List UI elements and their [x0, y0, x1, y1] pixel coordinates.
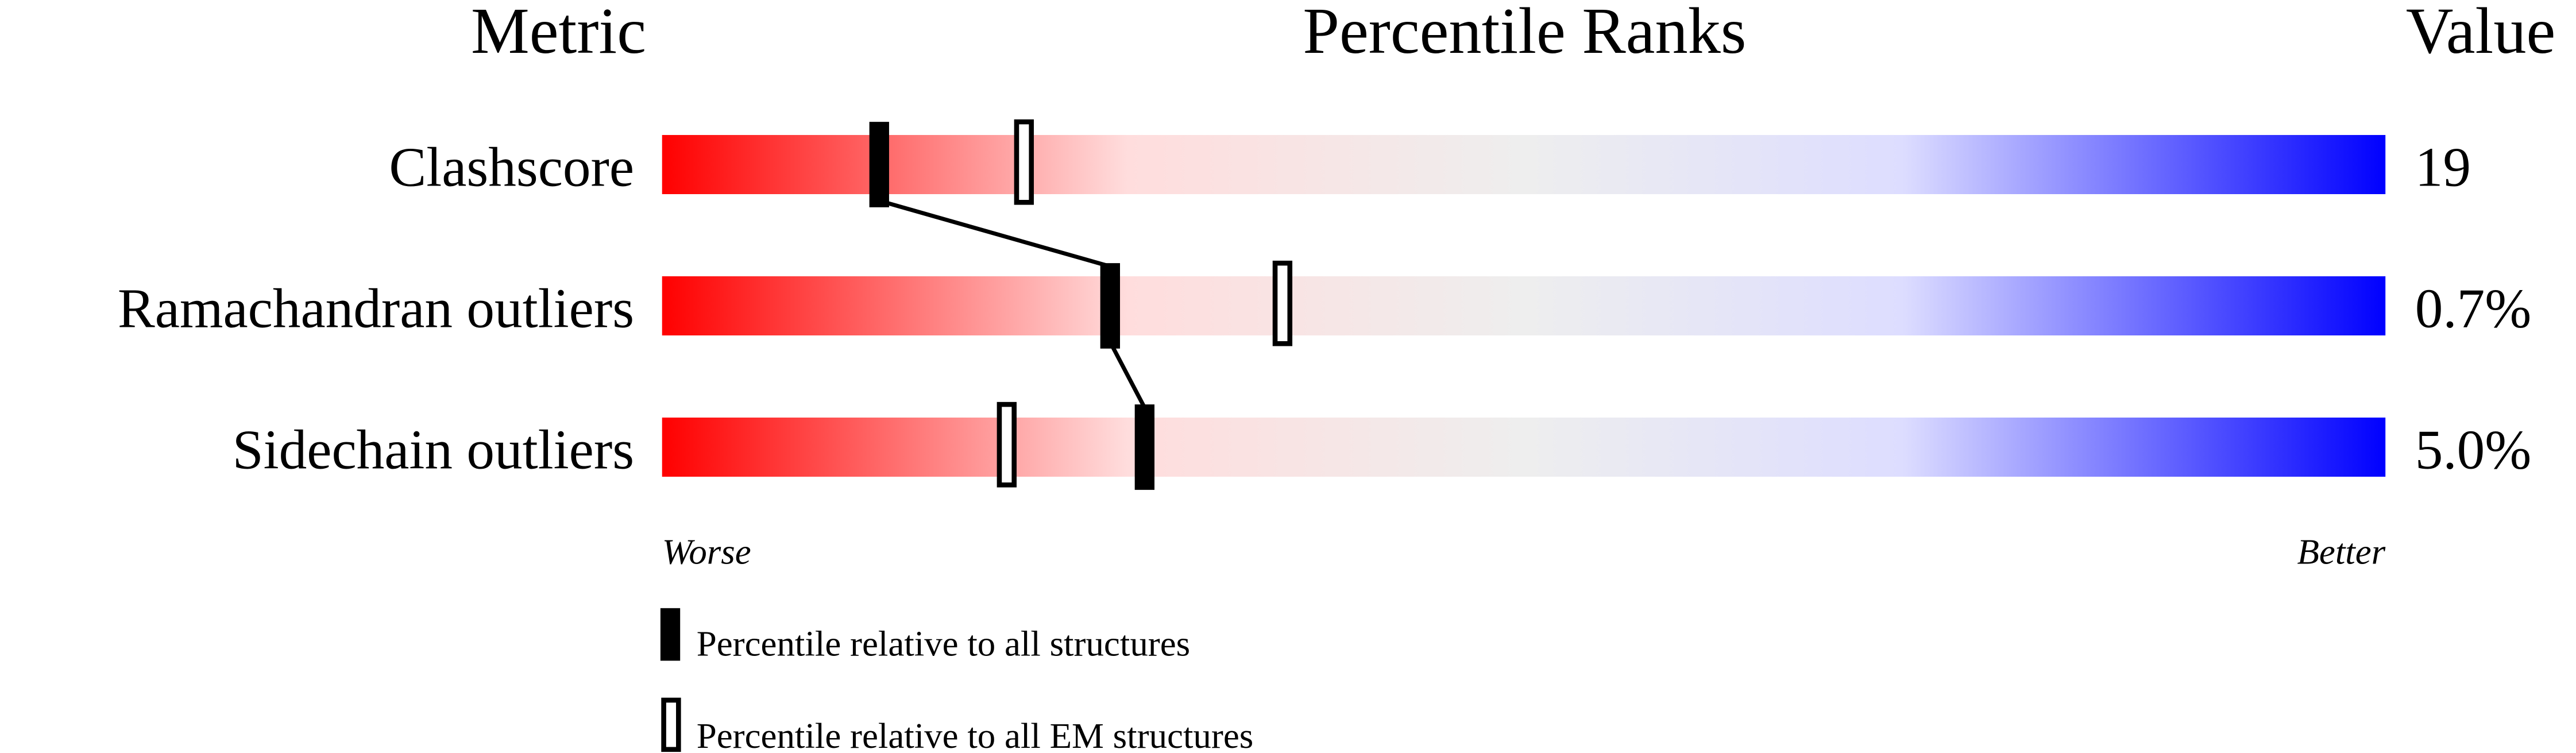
all-percentile-marker	[1100, 263, 1121, 349]
percentile-connector-line	[1108, 341, 1147, 409]
metric-label: Clashscore	[389, 137, 634, 199]
all-percentile-marker	[1134, 404, 1155, 490]
legend-label-em: Percentile relative to all EM structures	[697, 716, 1253, 753]
axis-label-better: Better	[2297, 532, 2385, 572]
em-percentile-marker	[1014, 119, 1034, 205]
header-percentile-ranks: Percentile Ranks	[1303, 0, 1746, 67]
metric-label: Ramachandran outliers	[118, 278, 634, 340]
percentile-bar	[662, 418, 2386, 477]
metric-value: 19	[2415, 137, 2471, 199]
legend-marker-open	[661, 697, 681, 752]
metric-value: 5.0%	[2415, 419, 2532, 481]
percentile-bar	[662, 276, 2386, 335]
em-percentile-marker	[1272, 260, 1293, 346]
percentile-connector-line	[878, 199, 1111, 269]
legend-marker-filled	[660, 608, 681, 661]
all-percentile-marker	[869, 122, 889, 207]
em-percentile-marker	[997, 401, 1017, 488]
header-metric: Metric	[471, 0, 646, 67]
header-value: Value	[2406, 0, 2556, 67]
metric-value: 0.7%	[2415, 278, 2532, 340]
legend-label-all: Percentile relative to all structures	[697, 624, 1190, 664]
metric-label: Sidechain outliers	[233, 419, 635, 481]
axis-label-worse: Worse	[662, 532, 751, 572]
percentile-bar	[662, 135, 2386, 195]
